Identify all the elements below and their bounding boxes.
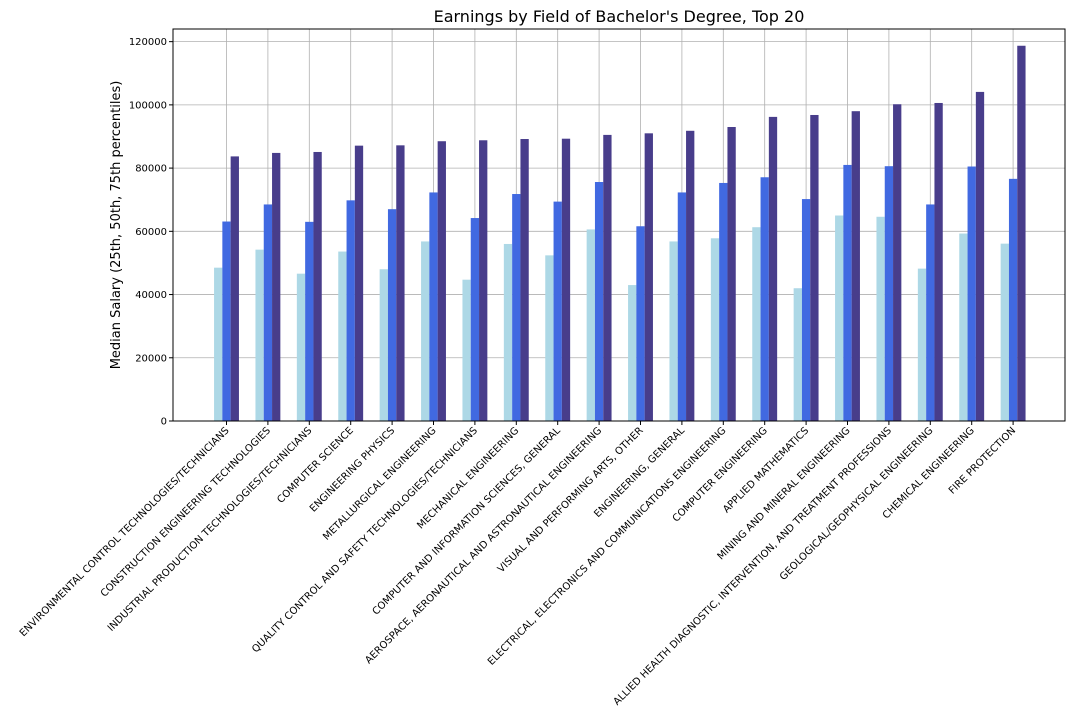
bar-series-1 (669, 241, 678, 421)
x-tick-label: ALLIED HEALTH DIAGNOSTIC, INTERVENTION, … (612, 425, 894, 707)
bar-series-3 (975, 91, 985, 422)
y-axis-label: Median Salary (25th, 50th, 75th percenti… (109, 81, 124, 370)
bar-layer (214, 45, 1026, 422)
bar-series-2 (429, 192, 438, 421)
bar-series-3 (644, 133, 653, 422)
bar-series-3 (768, 116, 778, 421)
y-tick-labels: 0 20000 40000 60000 80000 100000 120000 (129, 37, 173, 428)
bar-series-2 (305, 221, 314, 421)
bar-series-2 (677, 192, 687, 421)
bar-series-1 (214, 267, 223, 421)
bar-series-3 (230, 156, 239, 421)
y-tick-label: 0 (161, 417, 167, 428)
bar-series-1 (586, 229, 595, 421)
bar-series-2 (594, 182, 604, 421)
bar-series-1 (959, 233, 968, 421)
bar-series-1 (876, 216, 885, 421)
y-tick-label: 20000 (135, 353, 167, 364)
bar-series-2 (801, 199, 811, 421)
x-tick-label: ENGINEERING PHYSICS (308, 425, 397, 514)
x-tick-label: COMPUTER AND INFORMATION SCIENCES, GENER… (371, 425, 563, 617)
y-tick-label: 80000 (135, 164, 167, 175)
bar-series-1 (835, 215, 844, 421)
bar-series-3 (396, 145, 405, 421)
bar-series-2 (760, 177, 769, 421)
bar-series-2 (470, 218, 480, 421)
x-tick-label: INDUSTRIAL PRODUCTION TECHNOLOGIES/TECHN… (106, 425, 315, 634)
bar-series-1 (338, 251, 347, 421)
chart-title: Earnings by Field of Bachelor's Degree, … (434, 7, 805, 26)
bar-series-1 (917, 268, 927, 421)
x-tick-label: VISUAL AND PERFORMING ARTS, OTHER (496, 425, 646, 575)
bar-series-3 (479, 140, 488, 422)
bar-series-3 (893, 104, 902, 421)
y-tick-label: 100000 (129, 100, 167, 111)
bar-series-3 (313, 151, 322, 422)
bar-series-1 (545, 255, 554, 421)
y-tick-label: 60000 (135, 227, 167, 238)
bar-series-3 (272, 152, 281, 421)
bar-series-1 (1000, 243, 1009, 421)
bar-series-2 (884, 166, 894, 421)
bar-series-3 (437, 141, 446, 421)
bar-series-2 (263, 204, 273, 421)
bar-series-2 (222, 221, 231, 421)
bar-series-3 (1017, 45, 1026, 422)
bar-series-3 (561, 138, 571, 421)
bar-series-3 (686, 130, 695, 421)
bar-series-2 (926, 204, 935, 421)
bar-series-1 (462, 279, 471, 421)
bar-series-1 (628, 285, 637, 421)
y-tick-label: 40000 (135, 290, 167, 301)
x-tick-label: CONSTRUCTION ENGINEERING TECHNOLOGIES (99, 425, 273, 599)
bar-series-2 (387, 209, 397, 421)
bar-series-1 (710, 238, 720, 421)
bar-series-1 (379, 269, 388, 421)
bar-series-3 (934, 102, 943, 422)
bar-series-1 (255, 249, 264, 421)
bar-series-2 (967, 166, 976, 421)
bar-series-3 (603, 134, 612, 421)
bar-series-3 (851, 111, 860, 422)
bar-series-1 (503, 243, 513, 421)
bar-series-1 (793, 288, 802, 421)
bar-series-3 (354, 145, 364, 421)
bar-series-1 (296, 273, 306, 421)
x-tick-label: APPLIED MATHEMATICS (721, 425, 811, 515)
bar-series-3 (810, 114, 819, 422)
bar-series-2 (553, 201, 562, 421)
x-tick-label: GEOLOGICAL/GEOPHYSICAL ENGINEERING (778, 425, 935, 582)
bar-series-2 (1008, 178, 1018, 421)
bar-series-2 (636, 226, 645, 421)
bar-series-2 (719, 182, 728, 421)
bar-series-1 (421, 241, 430, 421)
bar-series-2 (346, 200, 355, 421)
bar-series-1 (752, 227, 761, 421)
plot-frame (172, 28, 1066, 422)
bar-series-3 (727, 127, 736, 421)
bar-series-2 (512, 194, 521, 421)
bar-series-2 (843, 164, 852, 421)
y-tick-label: 120000 (129, 37, 167, 48)
bar-series-3 (520, 139, 529, 421)
x-tick-labels: ENVIRONMENTAL CONTROL TECHNOLOGIES/TECHN… (18, 421, 1018, 708)
x-tick-label: COMPUTER SCIENCE (275, 425, 355, 505)
